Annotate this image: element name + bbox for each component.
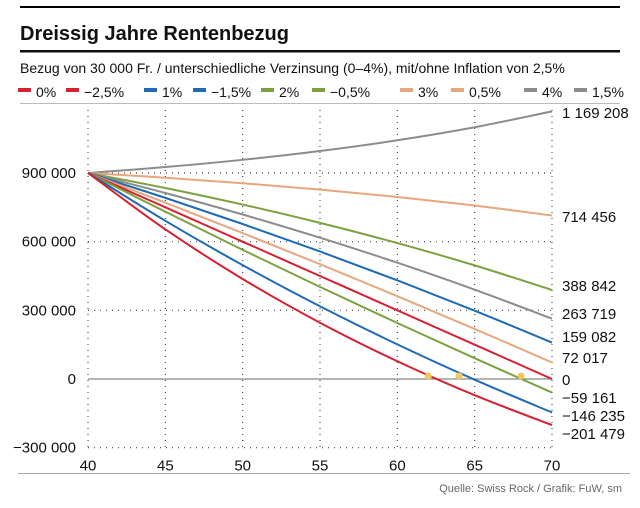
legend-label: 0% xyxy=(36,84,56,100)
end-value-label: 388 842 xyxy=(562,278,616,295)
end-value-label: 0 xyxy=(562,372,570,389)
source-note: Quelle: Swiss Rock / Grafik: FuW, sm xyxy=(439,483,622,495)
series-line-3% xyxy=(87,172,553,217)
legend-swatch xyxy=(261,88,274,92)
series-lines xyxy=(87,110,553,427)
series-line-4% xyxy=(87,110,553,174)
legend-label: −1,5% xyxy=(211,84,251,100)
end-value-label: −201 479 xyxy=(562,426,625,443)
x-tick-label: 70 xyxy=(544,458,561,475)
legend-label: 0,5% xyxy=(469,84,501,100)
bottom-rule xyxy=(18,473,630,474)
zero-crossing-marker xyxy=(455,372,463,380)
series-line-0,5% xyxy=(87,172,553,364)
end-value-label: −59 161 xyxy=(562,390,617,407)
x-tick-label: 65 xyxy=(466,458,483,475)
legend-label: −0,5% xyxy=(330,84,370,100)
legend-label: 3% xyxy=(418,84,438,100)
series-line-0% xyxy=(87,172,553,380)
legend-label: −2,5% xyxy=(84,84,124,100)
end-value-label: 714 456 xyxy=(562,209,616,226)
top-rule xyxy=(20,6,620,8)
axes: 40 45 50 55 60 65 70 900 000 600 000 300 000 0 −300… xyxy=(13,165,560,475)
x-tick-label: 50 xyxy=(234,458,251,475)
grid xyxy=(87,110,553,449)
legend-swatch xyxy=(312,88,325,92)
end-value-label: 159 082 xyxy=(562,329,616,346)
legend-swatch xyxy=(524,88,537,92)
y-tick-label: 600 000 xyxy=(22,234,76,251)
legend-divider xyxy=(20,103,620,104)
legend-label: 1,5% xyxy=(592,84,624,100)
x-tick-label: 40 xyxy=(80,458,97,475)
x-tick-label: 55 xyxy=(312,458,329,475)
series-line-1% xyxy=(87,172,553,344)
y-tick-label: 0 xyxy=(68,371,76,388)
series-line-−1,5% xyxy=(87,172,553,414)
legend-swatch xyxy=(400,88,413,92)
zero-crossing-marker xyxy=(424,372,432,380)
series-line-1,5% xyxy=(87,172,553,320)
chart-subtitle: Bezug von 30 000 Fr. / unterschiedliche … xyxy=(20,60,565,76)
legend-swatch xyxy=(18,88,31,92)
series-line-−0,5% xyxy=(87,172,553,394)
end-value-label: 72 017 xyxy=(562,350,608,367)
chart-title: Dreissig Jahre Rentenbezug xyxy=(20,23,289,45)
end-value-label: −146 235 xyxy=(562,408,625,425)
y-tick-label: −300 000 xyxy=(13,440,76,457)
legend-label: 2% xyxy=(279,84,299,100)
legend-swatch xyxy=(193,88,206,92)
series-line-−2,5% xyxy=(87,172,553,427)
end-value-label: 263 719 xyxy=(562,306,616,323)
legend: 0% −2,5% 1% −1,5% 2% −0,5% 3% 0,5% 4% 1,5% xyxy=(18,84,624,100)
markers xyxy=(424,372,525,380)
end-labels: 0 −201 479 159 082 −146 235 388 842 −59 161 71… xyxy=(562,105,629,443)
x-tick-label: 45 xyxy=(157,458,174,475)
title-rule xyxy=(20,50,620,53)
legend-label: 1% xyxy=(162,84,182,100)
zero-crossing-marker xyxy=(517,372,525,380)
y-tick-label: 300 000 xyxy=(22,302,76,319)
series-line-2% xyxy=(87,172,553,291)
legend-swatch xyxy=(144,88,157,92)
end-value-label: 1 169 208 xyxy=(562,105,629,122)
x-tick-label: 60 xyxy=(389,458,406,475)
legend-swatch xyxy=(451,88,464,92)
legend-swatch xyxy=(574,88,587,92)
y-tick-label: 900 000 xyxy=(22,165,76,182)
legend-swatch xyxy=(66,88,79,92)
legend-label: 4% xyxy=(542,84,562,100)
